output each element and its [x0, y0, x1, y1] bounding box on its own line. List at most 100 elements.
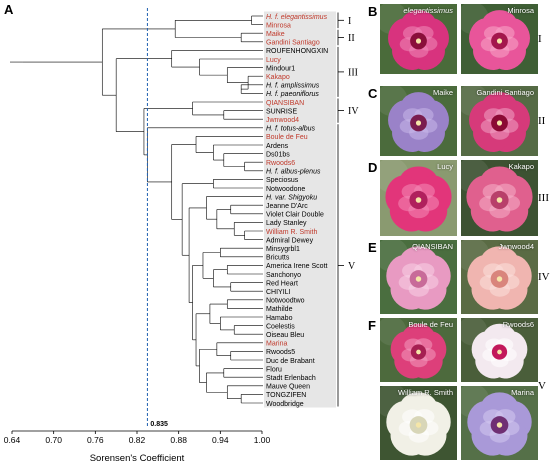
leaf-label: H. var. Shigyoku — [266, 194, 317, 201]
flower-image — [461, 240, 538, 314]
flower-photo: elegantissimus — [380, 4, 457, 74]
leaf-label: Mathilde — [266, 306, 293, 313]
flower-photo: Rwoods6 — [461, 318, 538, 382]
flower-photo: Minrosa — [461, 4, 538, 74]
leaf-label: Gandini Santiago — [266, 40, 320, 47]
leaf-label: Marina — [266, 341, 288, 348]
photo-label: Jwnwood4 — [498, 242, 534, 251]
flower-image — [380, 240, 457, 314]
photo-label: Lucy — [437, 162, 453, 171]
flower-photo: Boule de Feu — [380, 318, 457, 382]
photo-label: Rwoods6 — [502, 320, 534, 329]
flower-photo: QIANSIBAN — [380, 240, 457, 314]
leaf-label: Bricutts — [266, 255, 290, 262]
photo-label: Kakapo — [508, 162, 534, 171]
leaf-label: Oiseau Bleu — [266, 332, 304, 339]
group-label-III: III — [348, 67, 358, 78]
leaf-label: Speciosus — [266, 177, 299, 184]
leaf-label: Stadt Erlenbach — [266, 375, 316, 382]
group-label-V: V — [348, 261, 356, 272]
flower-photo: Marina — [461, 386, 538, 460]
leaf-label: H. f. elegantissimus — [266, 14, 328, 21]
panel-letter-a: A — [4, 2, 14, 17]
group-box-II — [264, 28, 336, 47]
leaf-label: Admiral Dewey — [266, 237, 314, 244]
leaf-label: Woodbridge — [266, 401, 304, 408]
leaf-label: SUNRISE — [266, 108, 297, 115]
x-tick-label: 0.76 — [87, 435, 104, 445]
flower-photo: Gandini Santiago — [461, 86, 538, 156]
flower-image — [380, 318, 457, 382]
leaf-label: Maike — [266, 31, 285, 38]
group-box-III — [264, 45, 336, 98]
leaf-label: H. f. totus-albus — [266, 126, 316, 133]
flower-image — [461, 386, 538, 460]
x-tick-label: 0.88 — [170, 435, 187, 445]
leaf-label: Minsygrbl1 — [266, 246, 300, 253]
flower-image — [461, 86, 538, 156]
photo-label: Boule de Feu — [408, 320, 453, 329]
leaf-label: Minrosa — [266, 22, 291, 29]
flower-photo: Kakapo — [461, 160, 538, 236]
leaf-label: Notwoodtwo — [266, 298, 305, 305]
panel-letter-d: D — [368, 160, 378, 175]
leaf-label: William R. Smith — [266, 229, 317, 236]
x-tick-label: 0.70 — [45, 435, 62, 445]
photo-label: William R. Smith — [397, 388, 453, 397]
leaf-label: Mauve Queen — [266, 384, 310, 391]
group-box-I — [264, 11, 336, 30]
flower-image — [380, 86, 457, 156]
leaf-label: H. f. paeoniflorus — [266, 91, 319, 98]
x-tick-label: 0.64 — [4, 435, 21, 445]
photo-label: Marina — [511, 388, 534, 397]
photo-label: QIANSIBAN — [412, 242, 453, 251]
leaf-label: Jwnwood4 — [266, 117, 299, 124]
leaf-label: Notwoodone — [266, 186, 305, 193]
leaf-label: America Irene Scott — [266, 263, 328, 270]
leaf-label: H. f. albus-plenus — [266, 169, 321, 176]
leaf-label: Duc de Brabant — [266, 358, 315, 365]
photo-group-label: III — [538, 192, 549, 204]
x-tick-label: 0.94 — [212, 435, 229, 445]
photo-label: elegantissimus — [403, 6, 453, 15]
group-label-II: II — [348, 33, 355, 44]
panel-letter-f: F — [368, 318, 376, 333]
x-tick-label: 0.82 — [129, 435, 146, 445]
flower-image — [380, 4, 457, 74]
threshold-label: 0.835 — [150, 421, 168, 428]
leaf-label: Sanchonyo — [266, 272, 301, 279]
x-axis-title: Sorensen's Coefficient — [90, 453, 185, 464]
leaf-label: CHIYILI — [266, 289, 291, 296]
leaf-label: Red Heart — [266, 280, 298, 287]
leaf-label: Boule de Feu — [266, 134, 308, 141]
panel-letter-c: C — [368, 86, 378, 101]
flower-image — [380, 160, 457, 236]
leaf-label: Rwoods6 — [266, 160, 295, 167]
leaf-label: Rwoods5 — [266, 349, 295, 356]
panel-letter-b: B — [368, 4, 378, 19]
flower-image — [380, 386, 457, 460]
photo-group-label: I — [538, 33, 542, 45]
leaf-label: Lady Stanley — [266, 220, 307, 227]
leaf-label: Jeanne D'Arc — [266, 203, 308, 210]
group-box-IV — [264, 97, 336, 124]
flower-photo: William R. Smith — [380, 386, 457, 460]
photo-group-label: II — [538, 115, 546, 127]
leaf-label: Floru — [266, 366, 282, 373]
leaf-label: Coelestis — [266, 323, 295, 330]
photo-label: Maike — [432, 88, 453, 97]
leaf-label: Ds01bs — [266, 151, 290, 158]
flower-photo: Lucy — [380, 160, 457, 236]
leaf-label: Mindour1 — [266, 65, 295, 72]
panel-letter-e: E — [368, 240, 377, 255]
flower-photo: Maike — [380, 86, 457, 156]
photo-label: Minrosa — [507, 6, 534, 15]
flower-image — [461, 318, 538, 382]
photo-group-label: V — [538, 380, 546, 392]
flower-photo: Jwnwood4 — [461, 240, 538, 314]
leaf-label: H. f. amplissimus — [266, 83, 320, 90]
leaf-label: TONGZIFEN — [266, 392, 306, 399]
leaf-label: Kakapo — [266, 74, 290, 81]
